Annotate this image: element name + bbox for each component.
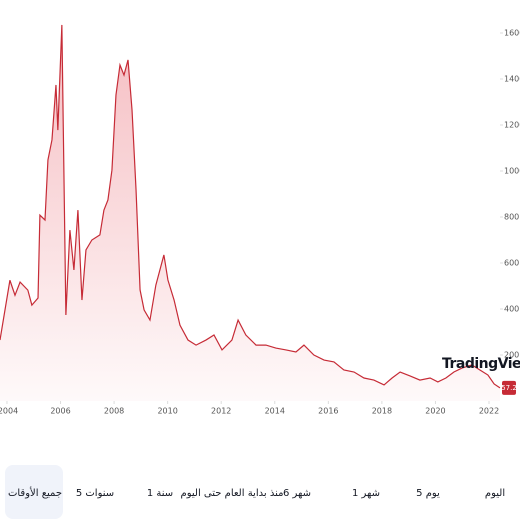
range-tab[interactable]: 1 سنة [147, 488, 173, 499]
range-tab[interactable]: 1 شهر [352, 488, 380, 499]
x-tick-label: 2008 [104, 407, 124, 416]
last-price-box [502, 380, 516, 395]
y-tick-label: 1000.0 [504, 167, 520, 176]
range-tab[interactable]: اليوم [485, 488, 505, 499]
y-tick-label: 400.0 [504, 305, 520, 314]
last-price-label: 57.2 [501, 384, 517, 392]
x-tick-label: 2018 [372, 407, 392, 416]
price-line [0, 24, 501, 389]
y-tick-label: 200.0 [504, 351, 520, 360]
x-tick-label: 2006 [50, 407, 70, 416]
y-tick-label: 1200.0 [504, 121, 520, 130]
x-tick-label: 2012 [211, 407, 231, 416]
watermark: TradingView [442, 356, 520, 372]
y-tick-label: 800.0 [504, 213, 520, 222]
x-tick-label: 2014 [265, 407, 285, 416]
range-tab[interactable]: جميع الأوقات [8, 486, 62, 499]
y-tick-label: 1600.0 [504, 29, 520, 38]
range-tab[interactable]: 5 يوم [416, 488, 440, 499]
x-tick-label: 2010 [157, 407, 177, 416]
range-tab[interactable]: 5 سنوات [76, 488, 114, 499]
range-tab[interactable]: 6 شهر [283, 488, 311, 499]
x-tick-label: 2020 [425, 407, 445, 416]
area-fill [0, 24, 500, 401]
range-tab[interactable]: منذ بداية العام حتى اليوم [181, 488, 284, 499]
x-tick-label: 2016 [318, 407, 338, 416]
x-tick-label: 2022 [479, 407, 499, 416]
active-tab-bg [5, 465, 63, 519]
y-tick-label: 600.0 [504, 259, 520, 268]
y-tick-label: 1400.0 [504, 75, 520, 84]
x-tick-label: 2004 [0, 407, 18, 416]
